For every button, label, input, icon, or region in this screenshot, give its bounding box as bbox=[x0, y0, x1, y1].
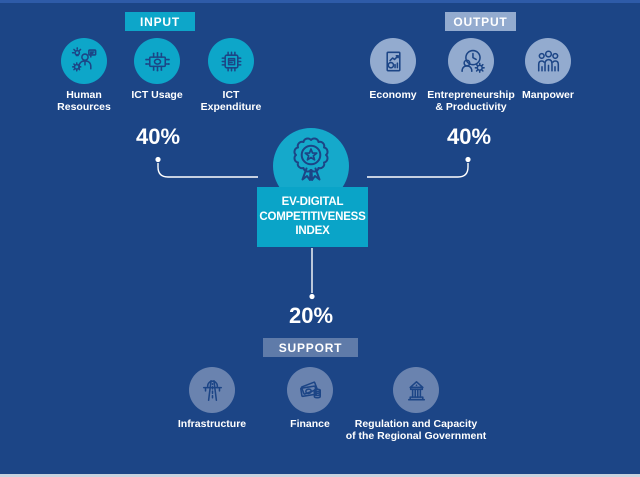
infrastructure-circle bbox=[189, 367, 235, 413]
infrastructure-icon bbox=[202, 379, 222, 401]
manpower-icon bbox=[537, 49, 559, 71]
economy-circle bbox=[370, 38, 416, 84]
infrastructure-label: Infrastructure bbox=[177, 418, 247, 430]
regulation-icon bbox=[407, 380, 425, 400]
economy-icon bbox=[385, 51, 401, 71]
economy-label: Economy bbox=[369, 89, 417, 101]
top-edge-strip bbox=[0, 0, 640, 3]
index-title: EV-DIGITAL COMPETITIVENESS INDEX bbox=[259, 196, 366, 238]
ict-usage-circle bbox=[134, 38, 180, 84]
support-weight-label: 20% bbox=[288, 303, 334, 328]
regulation-circle bbox=[393, 367, 439, 413]
entrepreneurship-label: Entrepreneurship & Productivity bbox=[427, 89, 515, 113]
input-section-badge: INPUT bbox=[125, 12, 195, 31]
output-section-badge: OUTPUT bbox=[445, 12, 516, 31]
human-resources-circle bbox=[61, 38, 107, 84]
manpower-label: Manpower bbox=[522, 89, 574, 101]
input-weight-label: 40% bbox=[135, 124, 181, 149]
regulation-label: Regulation and Capacity of the Regional … bbox=[345, 418, 487, 442]
bottom-edge-strip bbox=[0, 474, 640, 477]
output-weight-label: 40% bbox=[446, 124, 492, 149]
ict-usage-icon bbox=[144, 51, 170, 71]
index-title-box: EV-DIGITAL COMPETITIVENESS INDEX bbox=[257, 187, 368, 247]
manpower-circle bbox=[525, 38, 571, 84]
output-line-dot bbox=[465, 156, 471, 163]
ict-usage-label: ICT Usage bbox=[131, 89, 183, 101]
human-resources-label: Human Resources bbox=[57, 89, 111, 113]
support-section-badge: SUPPORT bbox=[263, 338, 358, 357]
human-resources-icon bbox=[71, 46, 96, 72]
finance-label: Finance bbox=[290, 418, 330, 430]
ict-expenditure-circle bbox=[208, 38, 254, 84]
finance-icon bbox=[299, 380, 321, 398]
input-line-dot bbox=[155, 156, 161, 163]
entrepreneurship-circle bbox=[448, 38, 494, 84]
medal-icon bbox=[293, 137, 329, 181]
ict-expenditure-icon bbox=[221, 51, 241, 71]
ict-expenditure-label: ICT Expenditure bbox=[200, 89, 262, 113]
entrepreneurship-icon bbox=[460, 49, 485, 73]
finance-circle bbox=[287, 367, 333, 413]
support-line-dot bbox=[309, 293, 315, 300]
